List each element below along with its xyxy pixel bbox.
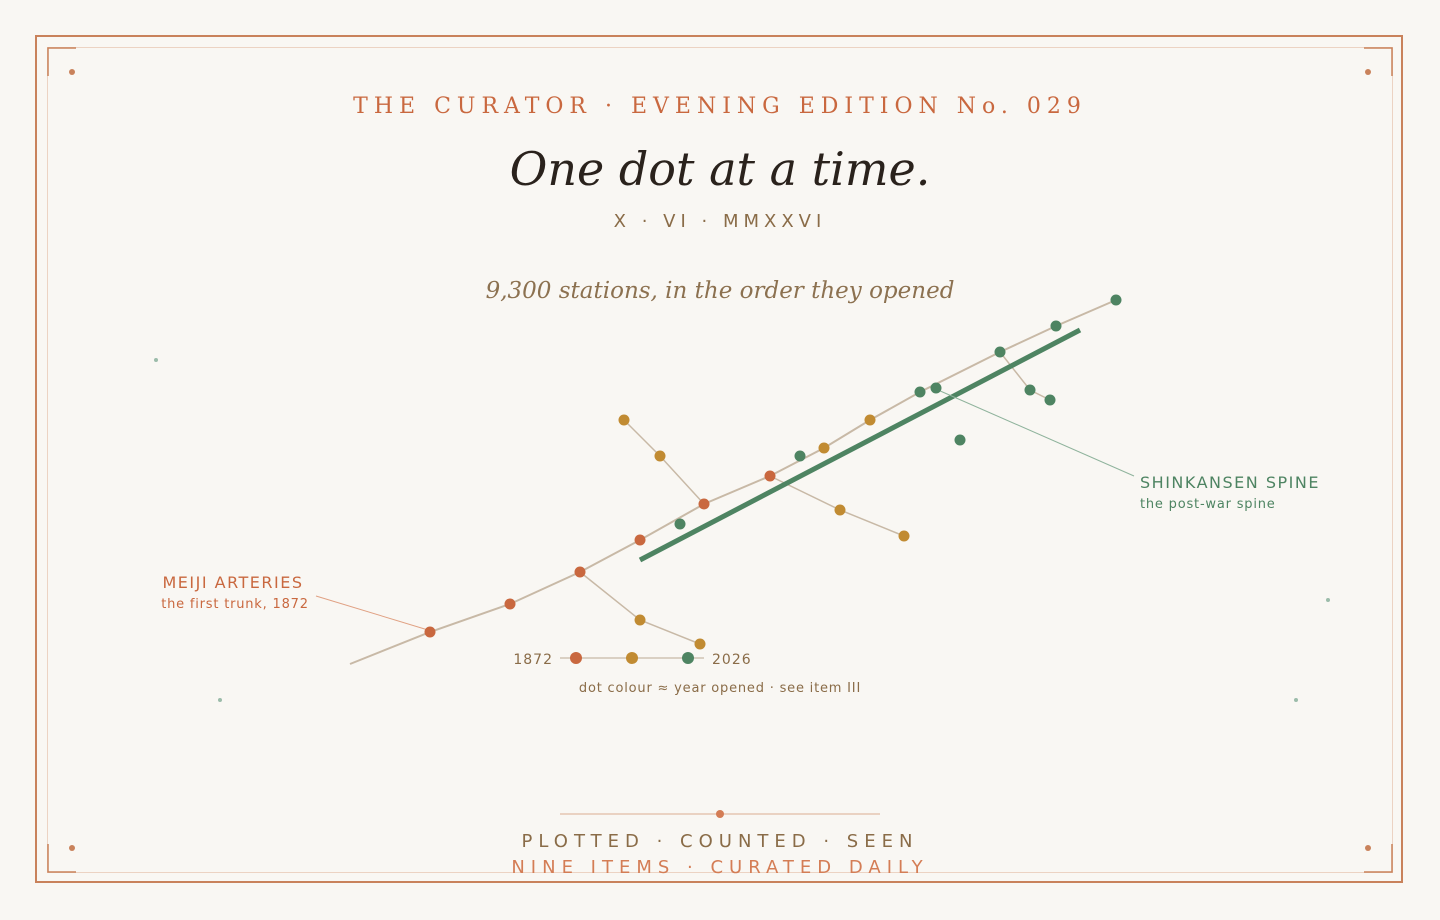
station-dot [694,638,706,650]
rail-segment [623,419,705,505]
legend-end-label: 2026 [712,652,752,668]
footer-rule [560,810,880,818]
edition-kicker: THE CURATOR · EVENING EDITION No. 029 [353,94,1087,119]
station-dot [574,566,586,578]
station-dot [634,534,646,546]
legend-dot-mid [626,652,638,664]
station-dot [914,386,926,398]
color-legend: 1872 2026 dot colour ≈ year opened · see… [513,652,861,696]
corner-dots [69,69,1371,851]
legend-dot-early [570,652,582,664]
station-dot [954,434,966,446]
dateline: X · VI · MMXXVI [613,211,827,232]
station-dot [424,626,436,638]
footer-subtagline: NINE ITEMS · CURATED DAILY [511,857,929,878]
station-dot [994,346,1006,358]
shinkansen-label: SHINKANSEN SPINE [1140,473,1320,492]
chart-title: 9,300 stations, in the order they opened [485,278,955,304]
station-dot [654,450,666,462]
shinkansen-leader-line [937,389,1135,477]
station-dots [424,294,1122,650]
legend-dot-late [682,652,694,664]
station-dot [618,414,630,426]
inner-frame [47,47,1393,873]
station-dot [1024,384,1036,396]
station-dot [930,382,942,394]
station-dot [834,504,846,516]
station-dot [504,598,516,610]
station-dot [634,614,646,626]
station-dot [1044,394,1056,406]
headline: One dot at a time. [509,142,931,196]
meiji-label: MEIJI ARTERIES [162,573,303,592]
station-dot [1050,320,1062,332]
station-dot [698,498,710,510]
corner-ornaments [47,47,1393,873]
meiji-sublabel: the first trunk, 1872 [161,597,309,612]
station-dot [794,450,806,462]
legend-start-label: 1872 [513,652,553,668]
rail-segment [579,571,701,645]
ambient-dots [154,358,1330,702]
station-dot [674,518,686,530]
meiji-leader-line [315,595,429,631]
station-dot [864,414,876,426]
station-dot [1110,294,1122,306]
station-dot [764,470,776,482]
callout-leaders [315,389,1135,631]
shinkansen-spine-line [638,327,1082,563]
outer-frame [35,35,1403,883]
station-dot [898,530,910,542]
legend-caption: dot colour ≈ year opened · see item III [579,681,861,696]
footer-tagline: PLOTTED · COUNTED · SEEN [521,831,919,852]
station-dot [818,442,830,454]
shinkansen-sublabel: the post-war spine [1140,497,1276,512]
